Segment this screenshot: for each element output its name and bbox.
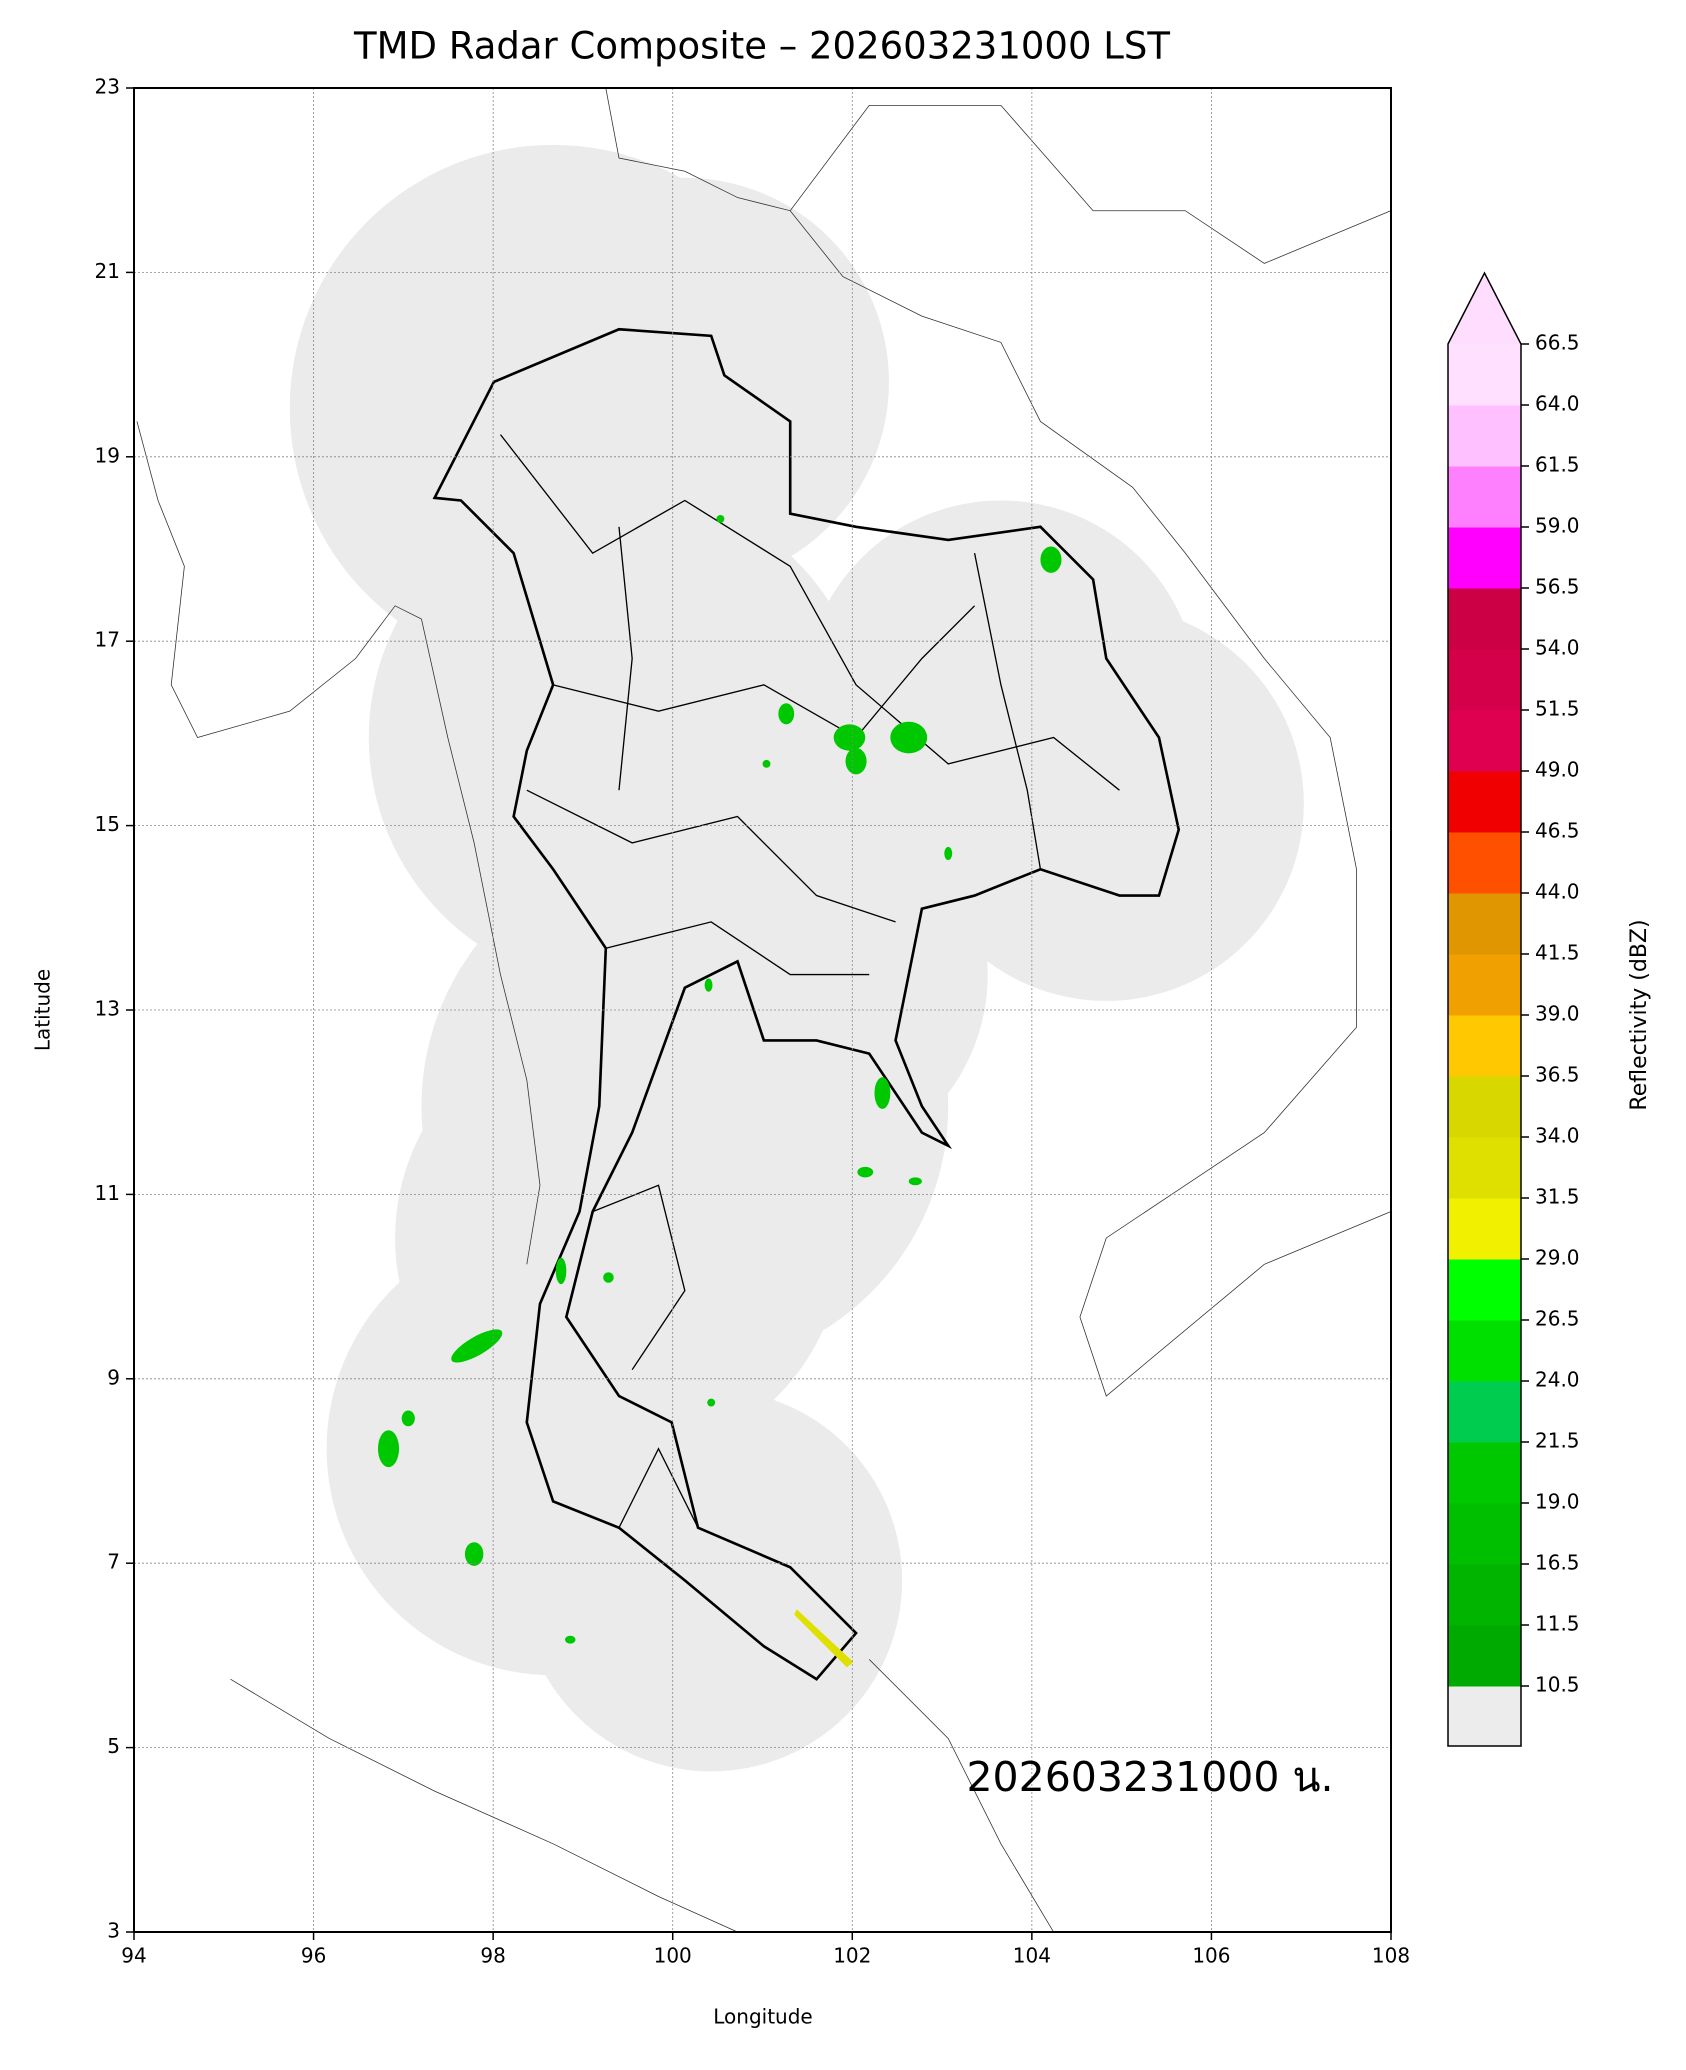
y-axis-label: Latitude [31, 969, 55, 1051]
colorbar-band [1448, 771, 1521, 833]
colorbar-tick-label: 36.5 [1535, 1063, 1580, 1087]
colorbar-band [1448, 405, 1521, 467]
x-tick-label: 98 [480, 1944, 505, 1968]
x-tick-label: 106 [1192, 1944, 1230, 1968]
colorbar-tick-label: 51.5 [1535, 697, 1580, 721]
colorbar-tick-label: 44.0 [1535, 880, 1580, 904]
colorbar-tick-label: 31.5 [1535, 1185, 1580, 1209]
colorbar-band [1448, 832, 1521, 894]
y-tick-label: 7 [107, 1550, 120, 1574]
colorbar-band [1448, 649, 1521, 711]
colorbar-tick-label: 61.5 [1535, 453, 1580, 477]
colorbar-tick-label: 10.5 [1535, 1673, 1580, 1697]
colorbar-tick-label: 19.0 [1535, 1490, 1580, 1514]
colorbar-under [1448, 1686, 1521, 1746]
x-tick-label: 108 [1372, 1944, 1410, 1968]
colorbar-band [1448, 1320, 1521, 1382]
colorbar-band [1448, 710, 1521, 772]
colorbar-tick-label: 59.0 [1535, 514, 1580, 538]
x-tick-label: 94 [121, 1944, 146, 1968]
x-axis-label: Longitude [713, 2005, 812, 2029]
colorbar-tick-label: 21.5 [1535, 1429, 1580, 1453]
colorbar-band [1448, 1076, 1521, 1138]
colorbar-tick-label: 11.5 [1535, 1612, 1580, 1636]
colorbar-tick-label: 54.0 [1535, 636, 1580, 660]
colorbar-band [1448, 1503, 1521, 1565]
colorbar-tick-label: 49.0 [1535, 758, 1580, 782]
colorbar-tick-label: 46.5 [1535, 819, 1580, 843]
y-tick-label: 21 [95, 259, 120, 283]
colorbar-tick-label: 66.5 [1535, 331, 1580, 355]
x-tick-label: 96 [301, 1944, 326, 1968]
colorbar-band [1448, 1564, 1521, 1626]
colorbar-band [1448, 466, 1521, 528]
colorbar-tick-label: 26.5 [1535, 1307, 1580, 1331]
coverage [136, 88, 1391, 1933]
colorbar-tick-label: 34.0 [1535, 1124, 1580, 1148]
colorbar-band [1448, 1015, 1521, 1077]
y-tick-label: 17 [95, 628, 120, 652]
y-tick-label: 19 [95, 443, 120, 467]
y-tick-label: 15 [95, 812, 120, 836]
colorbar-band [1448, 1137, 1521, 1199]
colorbar-band [1448, 1198, 1521, 1260]
y-tick-label: 3 [107, 1919, 120, 1943]
y-tick-label: 11 [95, 1181, 120, 1205]
timestamp-annotation: 202603231000 น. [966, 1753, 1333, 1801]
colorbar-tick-label: 64.0 [1535, 392, 1580, 416]
map-title: TMD Radar Composite – 202603231000 LST [353, 25, 1170, 68]
colorbar-band [1448, 893, 1521, 955]
colorbar-tick-label: 39.0 [1535, 1002, 1580, 1026]
colorbar-tick-label: 56.5 [1535, 575, 1580, 599]
colorbar-band [1448, 954, 1521, 1016]
colorbar-band [1448, 527, 1521, 589]
x-tick-label: 104 [1013, 1944, 1051, 1968]
x-tick-label: 100 [654, 1944, 692, 1968]
colorbar-tick-label: 29.0 [1535, 1246, 1580, 1270]
y-tick-label: 23 [95, 75, 120, 99]
colorbar-label: Reflectivity (dBZ) [1627, 919, 1652, 1110]
y-tick-label: 13 [95, 997, 120, 1021]
colorbar-band [1448, 344, 1521, 406]
colorbar-frame [1447, 271, 1522, 1747]
colorbar-tick-label: 41.5 [1535, 941, 1580, 965]
x-tick-label: 102 [833, 1944, 871, 1968]
colorbar-tick-label: 16.5 [1535, 1551, 1580, 1575]
y-tick-label: 9 [107, 1365, 120, 1389]
colorbar-extend [1448, 273, 1521, 344]
colorbar-band [1448, 1625, 1521, 1687]
colorbar-tick-label: 24.0 [1535, 1368, 1580, 1392]
colorbar-band [1448, 1381, 1521, 1443]
colorbar-band [1448, 1259, 1521, 1321]
y-tick-label: 5 [107, 1734, 120, 1758]
colorbar-band [1448, 588, 1521, 650]
colorbar-band [1448, 1442, 1521, 1504]
